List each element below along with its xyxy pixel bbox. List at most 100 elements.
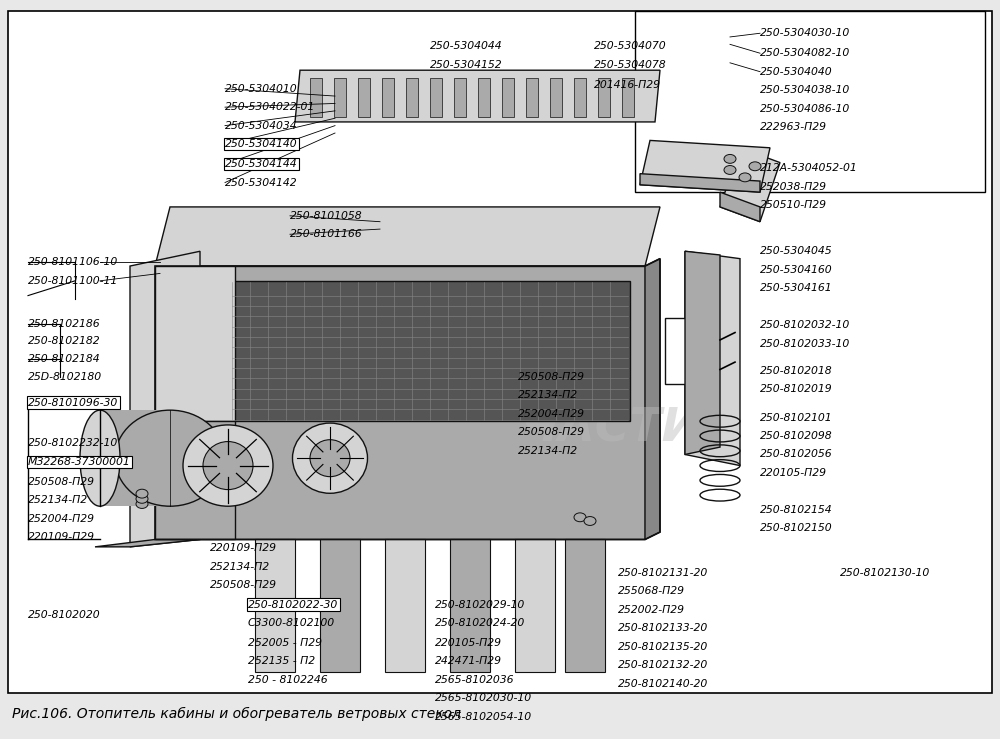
Text: 250508-П29: 250508-П29 bbox=[518, 372, 585, 382]
Polygon shape bbox=[645, 259, 660, 539]
Text: 220109-П29: 220109-П29 bbox=[28, 532, 95, 542]
Text: 250-8102032-10: 250-8102032-10 bbox=[760, 320, 850, 330]
Text: 250-8102154: 250-8102154 bbox=[760, 505, 833, 515]
Text: 250-5304038-10: 250-5304038-10 bbox=[760, 85, 850, 95]
Text: 252135 - П2: 252135 - П2 bbox=[248, 656, 315, 667]
Text: 250-5304034: 250-5304034 bbox=[225, 120, 298, 131]
Circle shape bbox=[749, 162, 761, 171]
Polygon shape bbox=[574, 78, 586, 117]
Polygon shape bbox=[230, 281, 630, 421]
Polygon shape bbox=[478, 78, 490, 117]
Circle shape bbox=[584, 517, 596, 525]
Text: 250-8102024-20: 250-8102024-20 bbox=[435, 618, 525, 628]
Text: 250-5304030-10: 250-5304030-10 bbox=[760, 28, 850, 38]
Text: 250510-П29: 250510-П29 bbox=[760, 200, 827, 211]
Text: 250-5304044: 250-5304044 bbox=[430, 41, 503, 51]
Text: 250-8102186: 250-8102186 bbox=[28, 319, 101, 329]
Text: 250-5304045: 250-5304045 bbox=[760, 246, 833, 256]
Polygon shape bbox=[358, 78, 370, 117]
Text: 222963-П29: 222963-П29 bbox=[760, 122, 827, 132]
Text: 2565-8102036: 2565-8102036 bbox=[435, 675, 514, 685]
Text: 250-8102101: 250-8102101 bbox=[760, 412, 833, 423]
Text: 252134-П2: 252134-П2 bbox=[518, 446, 578, 456]
Text: 252005 - П29: 252005 - П29 bbox=[248, 638, 322, 648]
Text: 250-5304078: 250-5304078 bbox=[594, 60, 667, 70]
Bar bbox=[635, 11, 985, 192]
Ellipse shape bbox=[203, 441, 253, 489]
Polygon shape bbox=[382, 78, 394, 117]
Text: 250508-П29: 250508-П29 bbox=[518, 427, 585, 437]
Text: 250-8102029-10: 250-8102029-10 bbox=[435, 599, 525, 610]
Polygon shape bbox=[720, 192, 760, 222]
Text: 250-8102182: 250-8102182 bbox=[28, 336, 101, 347]
Circle shape bbox=[136, 494, 148, 503]
Polygon shape bbox=[665, 318, 690, 384]
Text: 220105-П29: 220105-П29 bbox=[760, 468, 827, 478]
Text: АЛЬБО: АЛЬБО bbox=[420, 377, 608, 421]
Text: 250-8102019: 250-8102019 bbox=[760, 384, 833, 395]
Text: 252134-П2: 252134-П2 bbox=[210, 562, 270, 572]
Polygon shape bbox=[454, 78, 466, 117]
Text: 250-5304144: 250-5304144 bbox=[225, 159, 298, 169]
Text: 250-8101096-30: 250-8101096-30 bbox=[28, 398, 118, 408]
Text: 250-5304086-10: 250-5304086-10 bbox=[760, 103, 850, 114]
Text: 255068-П29: 255068-П29 bbox=[618, 586, 685, 596]
Text: 250-8102150: 250-8102150 bbox=[760, 523, 833, 534]
Text: 250-8102130-10: 250-8102130-10 bbox=[840, 568, 930, 578]
Circle shape bbox=[724, 166, 736, 174]
Text: 250-8101166: 250-8101166 bbox=[290, 229, 363, 239]
Circle shape bbox=[136, 500, 148, 508]
Text: 250-8102132-20: 250-8102132-20 bbox=[618, 660, 708, 670]
Polygon shape bbox=[685, 251, 740, 466]
Text: 250-5304161: 250-5304161 bbox=[760, 283, 833, 293]
Text: 250-8102184: 250-8102184 bbox=[28, 354, 101, 364]
Polygon shape bbox=[385, 539, 425, 672]
Polygon shape bbox=[255, 539, 295, 672]
Polygon shape bbox=[130, 251, 200, 547]
Ellipse shape bbox=[183, 425, 273, 506]
Text: 250-8101106-10: 250-8101106-10 bbox=[28, 257, 118, 268]
Text: 250-8102020: 250-8102020 bbox=[28, 610, 101, 620]
Polygon shape bbox=[155, 421, 235, 539]
Polygon shape bbox=[155, 266, 645, 539]
Text: 250-5304142: 250-5304142 bbox=[225, 177, 298, 188]
Polygon shape bbox=[515, 539, 555, 672]
Text: 250508-П29: 250508-П29 bbox=[28, 477, 95, 487]
Text: 212А-5304052-01: 212А-5304052-01 bbox=[760, 163, 858, 174]
Text: 250 - 8102246: 250 - 8102246 bbox=[248, 675, 328, 685]
Text: 252002-П29: 252002-П29 bbox=[618, 605, 685, 615]
Text: 252038-П29: 252038-П29 bbox=[760, 182, 827, 192]
Polygon shape bbox=[598, 78, 610, 117]
Text: МЗ2268-37300001: МЗ2268-37300001 bbox=[28, 457, 131, 467]
Ellipse shape bbox=[310, 440, 350, 477]
Text: 250-5304152: 250-5304152 bbox=[430, 60, 503, 70]
Polygon shape bbox=[450, 539, 490, 672]
Polygon shape bbox=[550, 78, 562, 117]
Text: 250-8102140-20: 250-8102140-20 bbox=[618, 678, 708, 689]
Polygon shape bbox=[526, 78, 538, 117]
Text: 250-8102022-30: 250-8102022-30 bbox=[248, 599, 338, 610]
Polygon shape bbox=[565, 539, 605, 672]
Text: 250-8102033-10: 250-8102033-10 bbox=[760, 338, 850, 349]
Text: 250-8101100-11: 250-8101100-11 bbox=[28, 276, 118, 286]
Text: Рис.106. Отопитель кабины и обогреватель ветровых стекол: Рис.106. Отопитель кабины и обогреватель… bbox=[12, 706, 461, 721]
Circle shape bbox=[136, 489, 148, 498]
Polygon shape bbox=[685, 251, 720, 454]
Polygon shape bbox=[310, 78, 322, 117]
Polygon shape bbox=[640, 140, 770, 192]
Bar bbox=[100, 410, 170, 506]
Polygon shape bbox=[640, 174, 760, 192]
Text: 242471-П29: 242471-П29 bbox=[435, 656, 502, 667]
Polygon shape bbox=[406, 78, 418, 117]
Ellipse shape bbox=[80, 410, 120, 506]
Text: 250-5304140: 250-5304140 bbox=[225, 139, 298, 149]
Text: 220109-П29: 220109-П29 bbox=[210, 543, 277, 554]
Text: 250508-П29: 250508-П29 bbox=[210, 580, 277, 590]
Text: ЧАСТИ: ЧАСТИ bbox=[520, 406, 701, 451]
Text: 250-8102131-20: 250-8102131-20 bbox=[618, 568, 708, 578]
Polygon shape bbox=[295, 70, 660, 122]
Polygon shape bbox=[720, 148, 780, 222]
Text: 25D-8102180: 25D-8102180 bbox=[28, 372, 102, 382]
Polygon shape bbox=[622, 78, 634, 117]
Polygon shape bbox=[155, 266, 235, 421]
